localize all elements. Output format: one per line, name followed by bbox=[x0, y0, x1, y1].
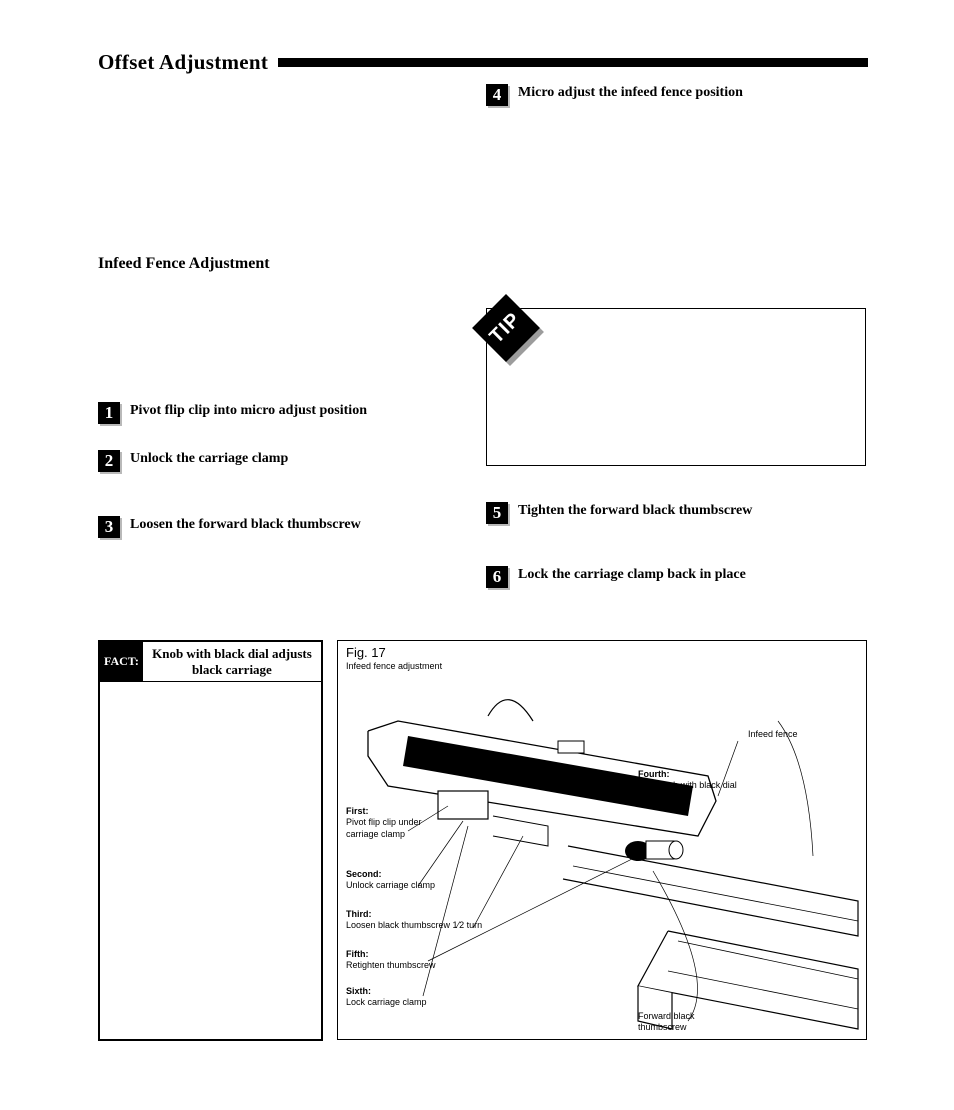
subheading: Infeed Fence Adjustment bbox=[98, 255, 270, 273]
step-1-text: Pivot flip clip into micro adjust positi… bbox=[130, 402, 367, 420]
step-2-text: Unlock the carriage clamp bbox=[130, 450, 288, 468]
step-6-text: Lock the carriage clamp back in place bbox=[518, 566, 746, 584]
step-2: 2 Unlock the carriage clamp bbox=[98, 450, 288, 472]
callout-fourth: Fourth: Turn knob with black dial bbox=[638, 769, 768, 792]
step-4: 4 Micro adjust the infeed fence position bbox=[486, 84, 743, 106]
step-6: 6 Lock the carriage clamp back in place bbox=[486, 566, 746, 588]
callout-sixth: Sixth: Lock carriage clamp bbox=[346, 986, 476, 1009]
fact-box: FACT: Knob with black dial adjusts black… bbox=[98, 640, 323, 1041]
step-1: 1 Pivot flip clip into micro adjust posi… bbox=[98, 402, 367, 424]
step-5: 5 Tighten the forward black thumbscrew bbox=[486, 502, 752, 524]
tip-box: TIP bbox=[486, 308, 866, 466]
callout-fwd-thumb: Forward black thumbscrew bbox=[638, 1011, 728, 1034]
step-4-badge: 4 bbox=[486, 84, 508, 106]
figure-illustration bbox=[338, 641, 867, 1040]
step-4-text: Micro adjust the infeed fence position bbox=[518, 84, 743, 102]
step-5-text: Tighten the forward black thumbscrew bbox=[518, 502, 752, 520]
section-title: Offset Adjustment bbox=[98, 50, 278, 75]
callout-third: Third: Loosen black thumbscrew 1⁄2 turn bbox=[346, 909, 516, 932]
tip-label: TIP bbox=[486, 308, 526, 348]
figure-17: Fig. 17 Infeed fence adjustment bbox=[337, 640, 867, 1040]
fact-body bbox=[98, 681, 323, 1041]
fact-label: FACT: bbox=[100, 642, 143, 681]
step-5-badge: 5 bbox=[486, 502, 508, 524]
callout-first: First: Pivot flip clip under carriage cl… bbox=[346, 806, 436, 840]
fact-title: Knob with black dial adjusts black carri… bbox=[143, 642, 321, 681]
callout-fifth: Fifth: Retighten thumbscrew bbox=[346, 949, 476, 972]
step-2-badge: 2 bbox=[98, 450, 120, 472]
step-1-badge: 1 bbox=[98, 402, 120, 424]
step-3-badge: 3 bbox=[98, 516, 120, 538]
step-6-badge: 6 bbox=[486, 566, 508, 588]
step-3-text: Loosen the forward black thumbscrew bbox=[130, 516, 361, 534]
title-bar bbox=[278, 58, 868, 67]
step-3: 3 Loosen the forward black thumbscrew bbox=[98, 516, 361, 538]
section-title-row: Offset Adjustment bbox=[98, 50, 868, 75]
callout-infeed-fence: Infeed fence bbox=[748, 729, 798, 740]
callout-second: Second: Unlock carriage clamp bbox=[346, 869, 456, 892]
